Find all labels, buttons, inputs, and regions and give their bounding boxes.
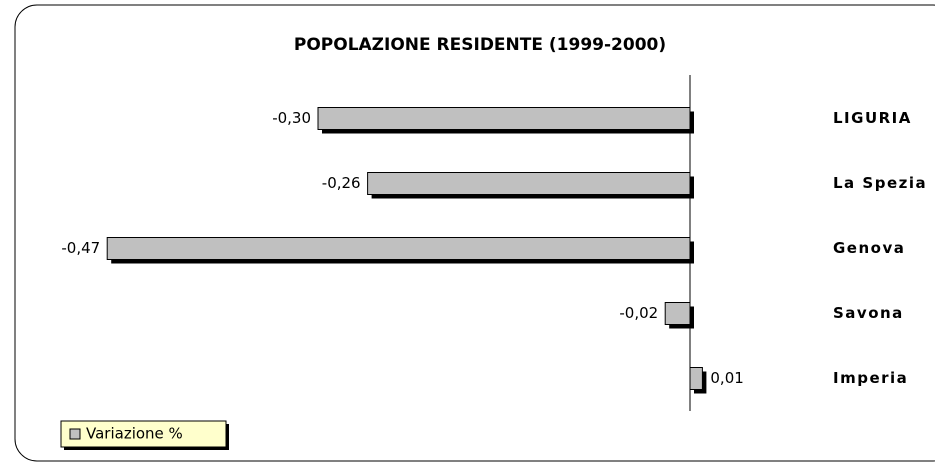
bar [367, 172, 691, 195]
y-tick-label: Genova [833, 239, 905, 257]
y-tick-label: La Spezia [833, 174, 927, 192]
value-label: -0,47 [61, 239, 100, 257]
legend-swatch [69, 428, 81, 440]
value-label: -0,02 [619, 304, 658, 322]
bar [689, 367, 703, 390]
y-tick-label: LIGURIA [833, 109, 912, 127]
value-label: -0,30 [272, 109, 311, 127]
value-label: 0,01 [710, 369, 743, 387]
chart-title: POPOLAZIONE RESIDENTE (1999-2000) [294, 35, 666, 55]
bar [664, 302, 691, 325]
chart-frame [14, 4, 935, 462]
bar [106, 237, 691, 260]
legend-box [60, 420, 227, 448]
legend-label: Variazione % [86, 425, 183, 443]
value-label: -0,26 [322, 174, 361, 192]
y-tick-label: Imperia [833, 369, 908, 387]
y-tick-label: Savona [833, 304, 904, 322]
bar [317, 107, 691, 130]
